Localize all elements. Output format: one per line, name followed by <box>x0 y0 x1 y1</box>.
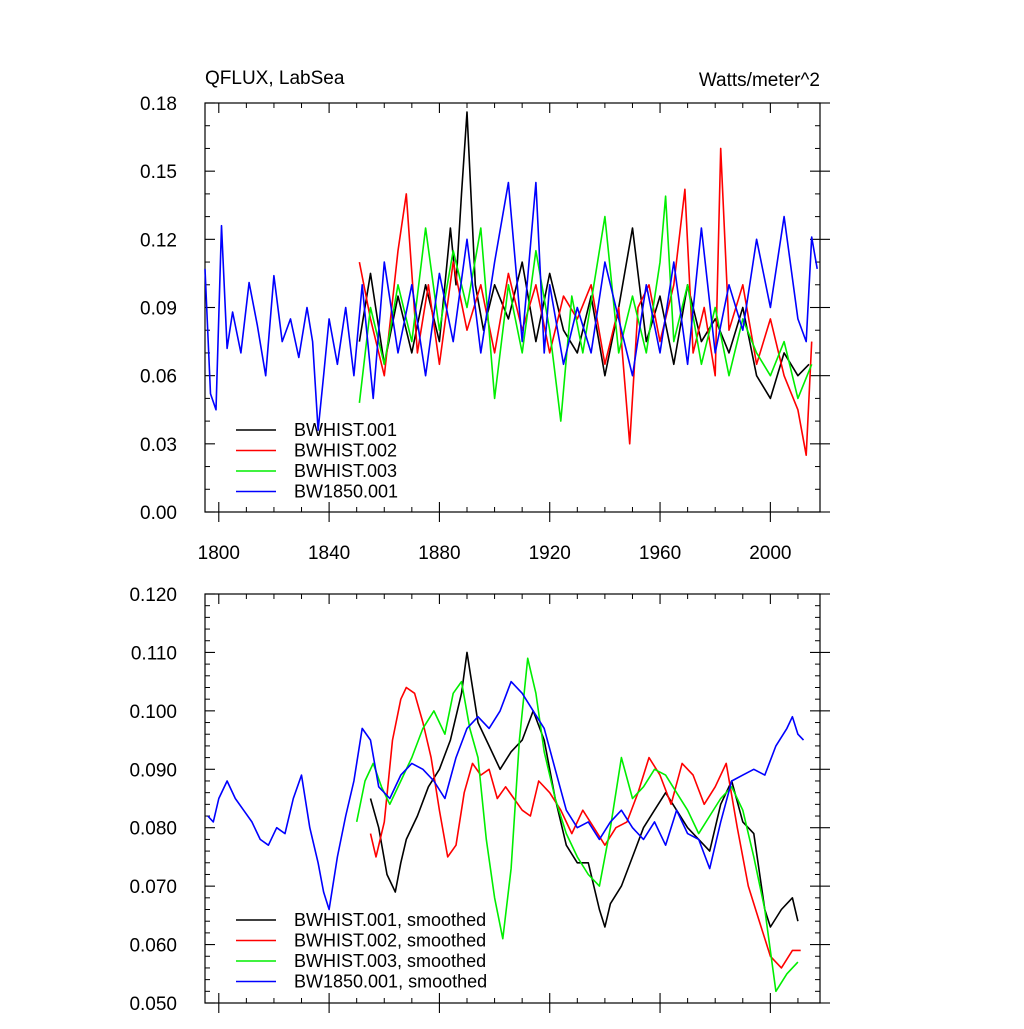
y-tick-label: 0.12 <box>140 230 177 251</box>
y-tick-label: 0.070 <box>129 877 177 898</box>
x-tick-label: 1960 <box>639 543 681 564</box>
x-tick-label: 1880 <box>418 543 460 564</box>
y-tick-label: 0.110 <box>131 643 177 664</box>
y-tick-label: 0.06 <box>140 367 177 388</box>
legend-label: BWHIST.001, smoothed <box>294 910 486 930</box>
chart-title: QFLUX, LabSea <box>205 68 345 89</box>
y-tick-label: 0.18 <box>140 94 177 115</box>
series-line-1 <box>369 686 801 969</box>
x-tick-labels: 1800 1840 1880 1920 1960 2000 <box>198 543 792 564</box>
series-lines <box>207 651 805 993</box>
x-tick-label: 2000 <box>749 543 791 564</box>
y-tick-label: 0.120 <box>129 585 177 606</box>
axis-ticks <box>205 593 830 1013</box>
x-tick-label: 1920 <box>529 543 571 564</box>
legend-label: BWHIST.002, smoothed <box>294 931 486 951</box>
legend-label: BWHIST.003, smoothed <box>294 951 486 971</box>
series-line-0 <box>369 651 799 928</box>
y-tick-label: 0.03 <box>140 435 177 456</box>
series-lines <box>204 111 818 457</box>
y-tick-labels: 0.00 0.03 0.06 0.09 0.12 0.15 0.18 <box>140 94 177 524</box>
y-tick-label: 0.00 <box>140 503 177 524</box>
series-line-0 <box>358 111 810 400</box>
series-line-1 <box>358 147 813 457</box>
x-tick-label: 1800 <box>198 543 240 564</box>
y-tick-label: 0.100 <box>129 702 177 723</box>
series-line-3 <box>204 181 818 432</box>
y-tick-label: 0.060 <box>129 936 177 957</box>
units-label: Watts/meter^2 <box>699 70 820 91</box>
y-tick-label: 0.09 <box>140 299 177 320</box>
legend-label: BWHIST.001 <box>294 420 397 440</box>
axis-ticks <box>205 102 830 522</box>
legend-label: BW1850.001 <box>294 482 398 502</box>
y-tick-label: 0.080 <box>129 819 177 840</box>
x-tick-label: 1840 <box>308 543 350 564</box>
legend-label: BWHIST.002 <box>294 441 397 461</box>
series-line-2 <box>358 195 813 422</box>
series-line-2 <box>355 657 799 993</box>
bottom-chart-panel: 0.050 0.060 0.070 0.080 0.090 0.100 0.110 0.120… <box>129 585 830 1015</box>
top-chart-panel: QFLUX, LabSea Watts/meter^2 0.00 0.03 0.06… <box>140 68 830 564</box>
legend-label: BWHIST.003 <box>294 461 397 481</box>
y-tick-label: 0.15 <box>140 162 177 183</box>
series-line-3 <box>207 680 805 911</box>
plot-frame <box>204 593 821 1004</box>
y-tick-label: 0.090 <box>129 760 177 781</box>
y-tick-label: 0.050 <box>129 994 177 1015</box>
y-tick-labels: 0.050 0.060 0.070 0.080 0.090 0.100 0.110 0.120 <box>129 585 177 1015</box>
legend-label: BW1850.001, smoothed <box>294 972 487 992</box>
